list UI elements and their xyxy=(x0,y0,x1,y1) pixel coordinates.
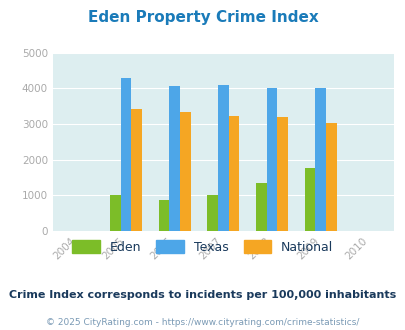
Bar xyxy=(277,117,288,231)
Bar xyxy=(158,200,169,231)
Bar xyxy=(266,88,277,231)
Bar xyxy=(325,123,336,231)
Bar xyxy=(179,112,190,231)
Bar xyxy=(169,85,179,231)
Bar xyxy=(217,85,228,231)
Bar xyxy=(131,109,142,231)
Text: Eden Property Crime Index: Eden Property Crime Index xyxy=(87,10,318,25)
Bar xyxy=(120,78,131,231)
Bar xyxy=(207,195,217,231)
Bar xyxy=(228,116,239,231)
Bar xyxy=(109,195,120,231)
Bar xyxy=(255,183,266,231)
Bar xyxy=(315,88,325,231)
Legend: Eden, Texas, National: Eden, Texas, National xyxy=(68,237,337,258)
Bar xyxy=(304,168,315,231)
Text: © 2025 CityRating.com - https://www.cityrating.com/crime-statistics/: © 2025 CityRating.com - https://www.city… xyxy=(46,318,359,327)
Text: Crime Index corresponds to incidents per 100,000 inhabitants: Crime Index corresponds to incidents per… xyxy=(9,290,396,300)
